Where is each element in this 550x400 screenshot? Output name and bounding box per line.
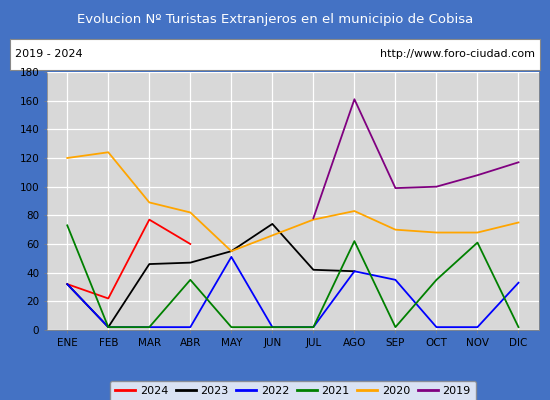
Text: Evolucion Nº Turistas Extranjeros en el municipio de Cobisa: Evolucion Nº Turistas Extranjeros en el …: [77, 13, 473, 26]
Text: 2019 - 2024: 2019 - 2024: [15, 49, 83, 59]
Legend: 2024, 2023, 2022, 2021, 2020, 2019: 2024, 2023, 2022, 2021, 2020, 2019: [109, 381, 476, 400]
Text: http://www.foro-ciudad.com: http://www.foro-ciudad.com: [380, 49, 535, 59]
